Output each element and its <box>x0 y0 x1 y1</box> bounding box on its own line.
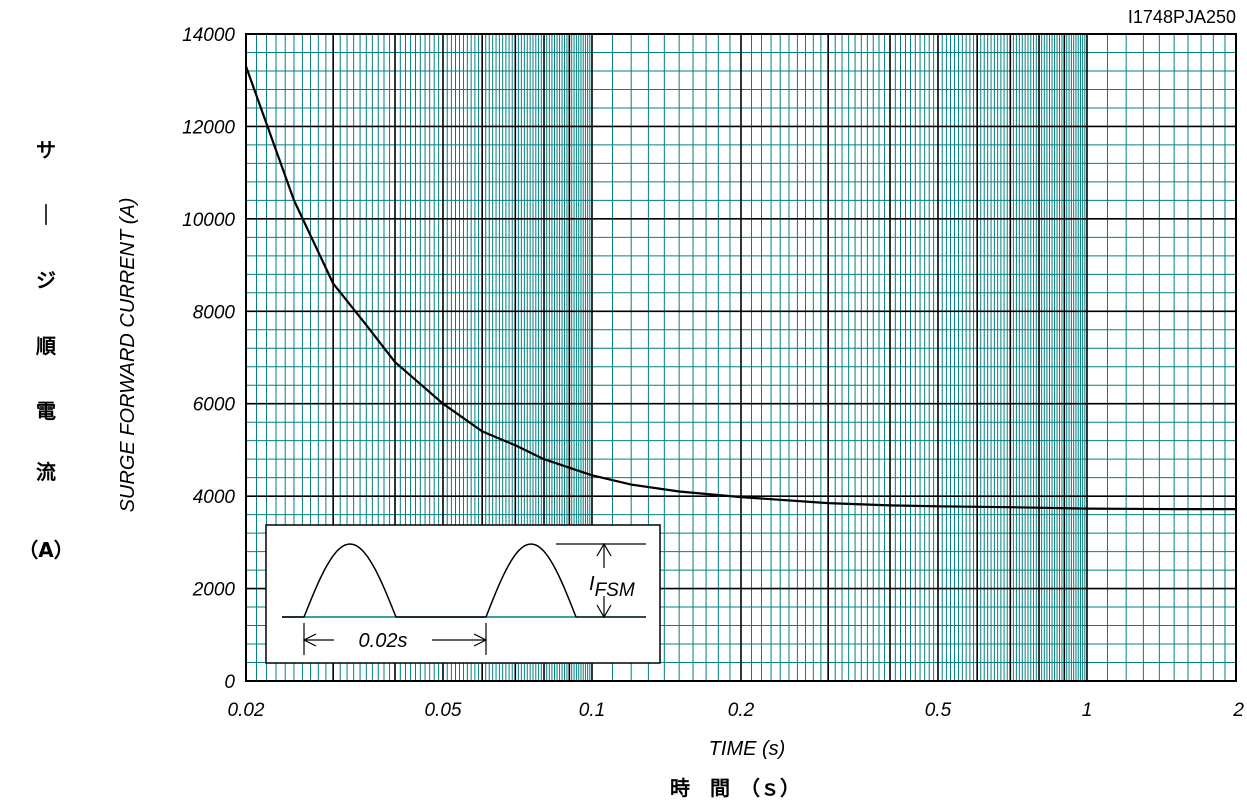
inset-arrow-right-icon <box>473 633 488 647</box>
data-series <box>244 66 1236 511</box>
y-tick-label: 2000 <box>192 580 236 601</box>
y-tick-labels: 0 2000 4000 6000 8000 10000 12000 14000 <box>182 25 235 693</box>
y-tick-label: 10000 <box>182 210 235 231</box>
inset-arrow-down-icon <box>596 604 612 619</box>
x-tick-label: 0.2 <box>728 700 755 721</box>
y-axis-title-jp-char: サ <box>36 138 56 162</box>
x-tick-label: 0.05 <box>424 700 461 721</box>
y-tick-label: 6000 <box>193 395 236 416</box>
inset-period-label: 0.02s <box>359 630 408 652</box>
waveform-inset: IFSM 0.02s <box>265 524 661 664</box>
y-tick-label: 0 <box>224 672 235 693</box>
x-tick-label: 2 <box>1232 700 1244 721</box>
y-axis-title-jp-char: （A） <box>18 538 73 562</box>
inset-ifsm-label: IFSM <box>589 573 635 601</box>
inset-arrow-left-icon <box>302 633 317 647</box>
x-axis-title-jp: 時 間 （ｓ） <box>670 776 800 800</box>
x-tick-label: 0.1 <box>579 700 605 721</box>
y-tick-label: 4000 <box>193 487 236 508</box>
y-axis-title-jp-char: 順 <box>36 334 57 358</box>
y-axis-title: SURGE FORWARD CURRENT (A) <box>117 198 139 513</box>
inset-half-sine-1 <box>282 543 486 618</box>
x-tick-label: 0.02 <box>228 700 265 721</box>
surge-current-curve <box>244 66 1236 511</box>
y-axis-title-jp-char: 電 <box>36 399 56 423</box>
y-tick-label: 12000 <box>182 117 235 138</box>
x-axis-title: TIME (s) <box>709 738 786 760</box>
plot-frame <box>245 33 1237 682</box>
y-axis-title-jp-char: ジ <box>36 268 56 292</box>
y-tick-label: 14000 <box>182 25 235 46</box>
x-tick-label: 1 <box>1082 700 1093 721</box>
figure-code: I1748PJA250 <box>1128 7 1236 27</box>
x-tick-label: 0.5 <box>925 700 952 721</box>
x-tick-labels: 0.02 0.05 0.1 0.2 0.5 1 2 <box>228 700 1245 721</box>
y-axis-title-jp-char: 流 <box>36 460 56 484</box>
y-tick-label: 8000 <box>193 302 236 323</box>
inset-half-sine-2 <box>485 543 577 618</box>
inset-arrow-up-icon <box>596 542 612 557</box>
y-axis-title-jp-char: ｜ <box>36 203 56 227</box>
